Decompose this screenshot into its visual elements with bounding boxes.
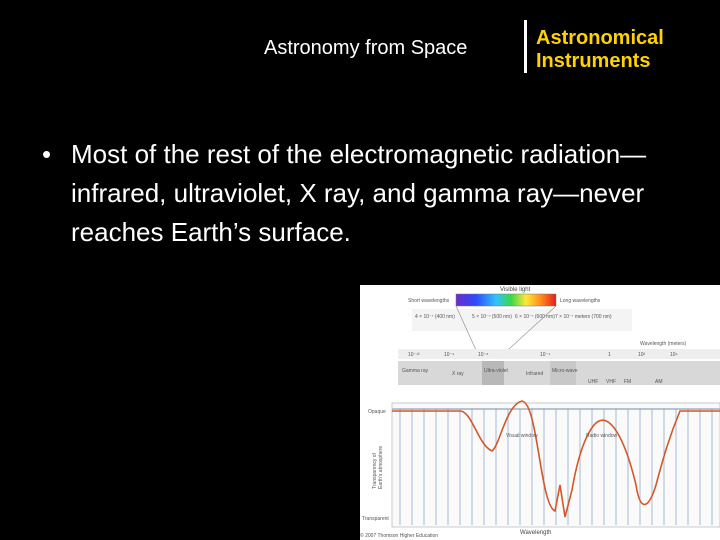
- bullet-symbol: •: [42, 139, 52, 169]
- band-am: AM: [655, 379, 663, 385]
- wavelength-meters-label: Wavelength (meters): [640, 341, 687, 347]
- spectrum-diagram: Visible light Short wavelengths Long wav…: [362, 287, 720, 536]
- long-wavelengths-label: Long wavelengths: [560, 298, 601, 304]
- scale-band: [398, 349, 720, 359]
- scale-tick-1: 10⁻¹²: [408, 352, 420, 358]
- chapter-title-line2: Instruments: [536, 50, 651, 72]
- scale-tick-4: 10⁻⁴: [540, 352, 550, 358]
- header-divider: [524, 20, 527, 73]
- visible-tick-3: 6 × 10⁻⁷ (600 nm): [515, 314, 555, 320]
- y-axis-label-line2: Earth's atmosphere: [378, 446, 384, 489]
- visible-spectrum-bar: [455, 293, 557, 307]
- microwave-band-highlight: [550, 361, 576, 385]
- band-gamma: Gamma ray: [402, 368, 429, 374]
- visible-tick-4: 7 × 10⁻⁷ meters (700 nm): [555, 314, 612, 320]
- opaque-label: Opaque: [368, 409, 386, 415]
- vertical-arrows: [399, 409, 713, 525]
- x-axis-label: Wavelength: [520, 530, 551, 536]
- chapter-title-line1: Astronomical: [536, 27, 664, 49]
- scale-ticks: 10⁻¹² 10⁻⁹ 10⁻⁸ 10⁻⁴ 1 10² 10⁴: [408, 352, 678, 358]
- scale-tick-2: 10⁻⁹: [444, 352, 454, 358]
- y-axis-label-line1: Transparency of: [372, 452, 378, 489]
- transparency-curve: [392, 400, 720, 518]
- scale-tick-6: 10²: [638, 352, 646, 358]
- visible-ticks-band: [412, 309, 632, 331]
- band-microwave: Micro-wave: [552, 368, 578, 374]
- bullet-point: • Most of the rest of the electromagneti…: [42, 135, 692, 252]
- visible-tick-2: 5 × 10⁻⁷ (500 nm): [472, 314, 512, 320]
- section-title: Astronomy from Space: [264, 37, 468, 59]
- visual-window-label: Visual window: [506, 433, 538, 439]
- band-infrared: Infrared: [526, 371, 543, 377]
- band-uhf: UHF: [588, 379, 598, 385]
- ultraviolet-band-highlight: [482, 361, 504, 385]
- scale-tick-5: 1: [608, 352, 611, 358]
- band-vhf: VHF: [606, 379, 616, 385]
- scale-tick-7: 10⁴: [670, 352, 678, 358]
- figure-copyright: © 2007 Thomson Higher Education: [360, 533, 439, 539]
- visible-light-label: Visible light: [500, 287, 531, 293]
- bullet-text: Most of the rest of the electromagnetic …: [71, 139, 647, 247]
- transparent-label: Transparent: [362, 516, 389, 522]
- scale-tick-3: 10⁻⁸: [478, 352, 488, 358]
- visible-tick-1: 4 × 10⁻⁷ (400 nm): [415, 314, 455, 320]
- band-fm: FM: [624, 379, 631, 385]
- radio-window-label: Radio window: [586, 433, 618, 439]
- em-spectrum-figure: Visible light Short wavelengths Long wav…: [360, 285, 720, 540]
- band-xray: X ray: [452, 371, 464, 377]
- short-wavelengths-label: Short wavelengths: [408, 298, 450, 304]
- band-ultraviolet: Ultra-violet: [484, 368, 509, 374]
- chapter-title: Astronomical Instruments: [536, 27, 664, 73]
